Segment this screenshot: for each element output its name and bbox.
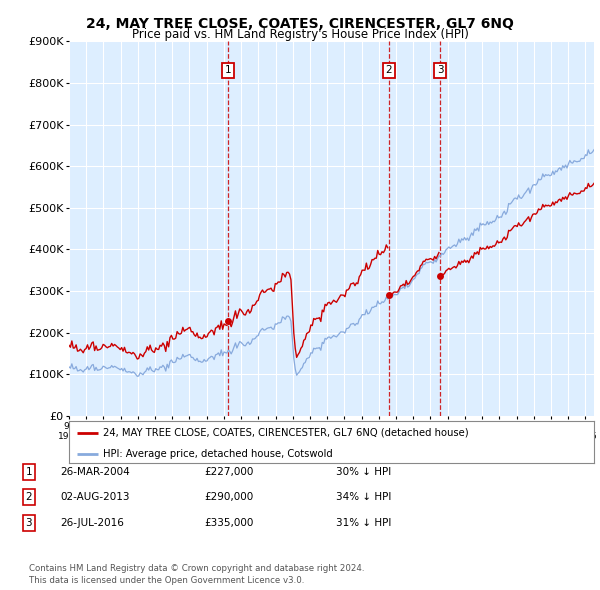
Text: Price paid vs. HM Land Registry's House Price Index (HPI): Price paid vs. HM Land Registry's House …: [131, 28, 469, 41]
Text: 30% ↓ HPI: 30% ↓ HPI: [336, 467, 391, 477]
Text: Contains HM Land Registry data © Crown copyright and database right 2024.
This d: Contains HM Land Registry data © Crown c…: [29, 565, 364, 585]
Text: 1: 1: [25, 467, 32, 477]
Text: 02-AUG-2013: 02-AUG-2013: [60, 493, 130, 502]
Text: £227,000: £227,000: [204, 467, 253, 477]
Text: 31% ↓ HPI: 31% ↓ HPI: [336, 518, 391, 527]
Text: 2: 2: [25, 493, 32, 502]
Text: 34% ↓ HPI: 34% ↓ HPI: [336, 493, 391, 502]
Text: 26-JUL-2016: 26-JUL-2016: [60, 518, 124, 527]
Text: 26-MAR-2004: 26-MAR-2004: [60, 467, 130, 477]
Text: 24, MAY TREE CLOSE, COATES, CIRENCESTER, GL7 6NQ: 24, MAY TREE CLOSE, COATES, CIRENCESTER,…: [86, 17, 514, 31]
Text: HPI: Average price, detached house, Cotswold: HPI: Average price, detached house, Cots…: [103, 449, 333, 459]
Text: 3: 3: [437, 65, 443, 76]
Text: 2: 2: [386, 65, 392, 76]
Text: £290,000: £290,000: [204, 493, 253, 502]
Text: 3: 3: [25, 518, 32, 527]
Text: 24, MAY TREE CLOSE, COATES, CIRENCESTER, GL7 6NQ (detached house): 24, MAY TREE CLOSE, COATES, CIRENCESTER,…: [103, 428, 469, 438]
Text: £335,000: £335,000: [204, 518, 253, 527]
Text: 1: 1: [225, 65, 232, 76]
